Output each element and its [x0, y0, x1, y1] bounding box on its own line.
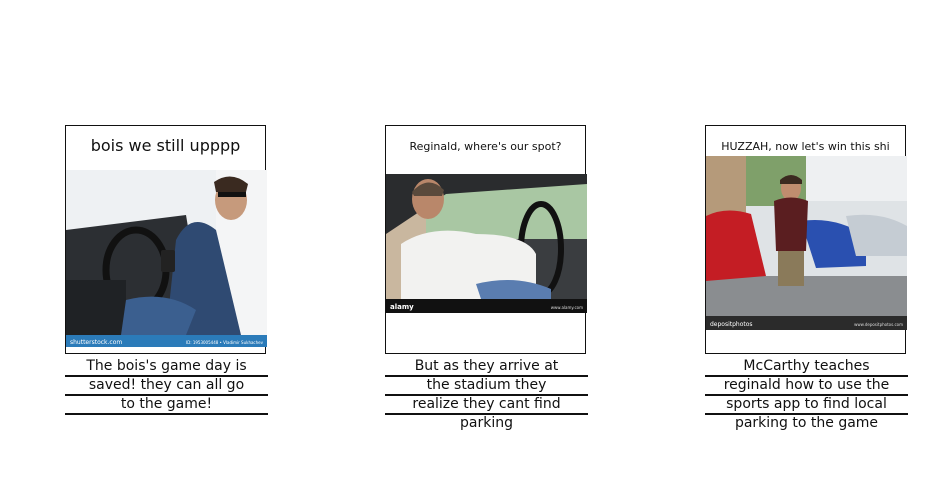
caption-line: The bois's game day is	[65, 358, 268, 377]
panel-3-watermark-right: www.depositphotos.com	[854, 322, 903, 327]
caption-line: the stadium they	[385, 377, 588, 396]
panel-2-bottom-caption: But as they arrive at the stadium they r…	[385, 358, 588, 432]
comic-panel-2: Reginald, where's our spot? alamy www.al…	[385, 125, 587, 354]
panel-1-photo: shutterstock.com ID: 1953005448 • Vladim…	[66, 170, 267, 347]
caption-line: But as they arrive at	[385, 358, 588, 377]
panel-3-watermark-left: depositphotos	[710, 321, 753, 328]
caption-line: sports app to find local	[705, 396, 908, 415]
panel-3-bottom-caption: McCarthy teaches reginald how to use the…	[705, 358, 908, 432]
panel-1-watermark-left: shutterstock.com	[70, 339, 122, 346]
caption-line: parking	[460, 415, 513, 431]
comic-panel-3: HUZZAH, now let's win this shi depositph…	[705, 125, 907, 354]
caption-line: saved! they can all go	[65, 377, 268, 396]
panel-1-top-caption: bois we still upppp	[90, 136, 241, 155]
caption-line: reginald how to use the	[705, 377, 908, 396]
panel-1-bottom-caption: The bois's game day is saved! they can a…	[65, 358, 268, 415]
caption-line: parking to the game	[734, 415, 879, 431]
caption-line: McCarthy teaches	[705, 358, 908, 377]
panel-2-top-caption: Reginald, where's our spot?	[409, 140, 562, 153]
panel-2-watermark-left: alamy	[390, 303, 414, 311]
panel-1-watermark-right: ID: 1953005448 • Vladimir Sukhachev	[186, 340, 264, 345]
caption-line: to the game!	[65, 396, 268, 415]
panel-3-top-caption: HUZZAH, now let's win this shi	[721, 140, 890, 153]
comic-panel-1: bois we still upppp shutterstock.com ID:…	[65, 125, 267, 354]
panel-3-photo: depositphotos www.depositphotos.com	[706, 156, 907, 330]
panel-2-photo: alamy www.alamy.com	[386, 174, 587, 313]
caption-line: realize they cant find	[385, 396, 588, 415]
panel-2-watermark-right: www.alamy.com	[551, 305, 583, 310]
